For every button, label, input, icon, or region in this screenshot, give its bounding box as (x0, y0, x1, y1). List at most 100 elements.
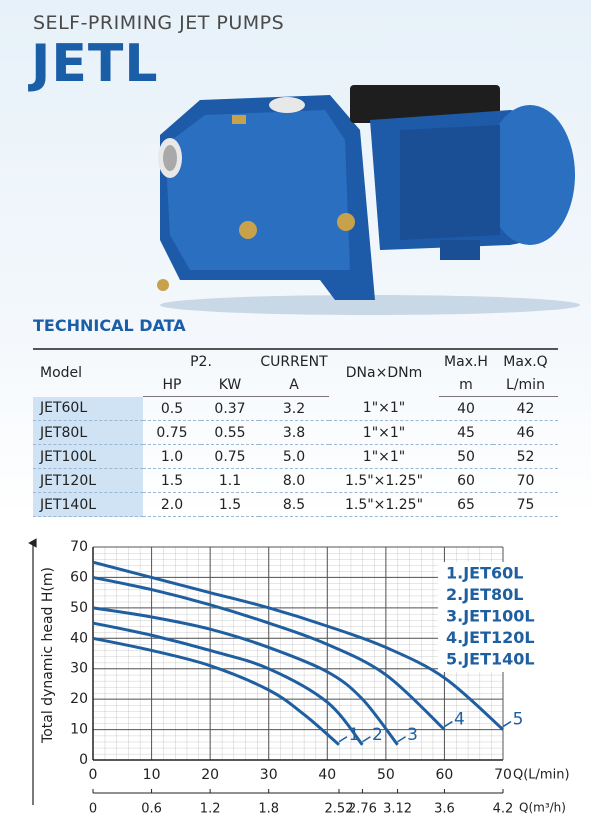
data-cell: 5.0 (259, 444, 329, 469)
curve-leader (362, 736, 371, 743)
legend-entry: 1.JET60L (446, 564, 523, 583)
x-tick-label: 40 (318, 767, 336, 783)
data-cell: 0.75 (143, 420, 201, 445)
data-cell: 1"×1" (329, 420, 439, 445)
header-cell: DNa×DNm (345, 365, 423, 382)
data-cell: 42 (493, 396, 558, 421)
pump-curve (92, 560, 504, 731)
data-cell: 3.8 (259, 420, 329, 445)
model-cell: JET60L (33, 396, 143, 421)
x2-tick-label: 2.76 (348, 802, 377, 817)
x2-tick-label: 1.2 (200, 802, 221, 817)
data-cell: 45 (439, 420, 493, 445)
header-cell: Max.Q (503, 353, 548, 370)
data-cell: 40 (439, 396, 493, 421)
y-tick-label: 30 (70, 661, 88, 677)
data-cell: 1"×1" (329, 444, 439, 469)
curve-label: 3 (407, 725, 418, 745)
y-axis-label: Total dynamic head H(m) (40, 567, 56, 744)
model-cell: JET80L (33, 420, 143, 445)
pump-curve (92, 606, 399, 746)
header-cell: Model (40, 365, 83, 382)
x2-tick-label: 1.8 (258, 802, 279, 817)
data-cell: 70 (493, 468, 558, 493)
pump-curve (92, 636, 340, 746)
data-cell: 52 (493, 444, 558, 469)
data-cell: 1"×1" (329, 396, 439, 421)
header-cell: m (439, 373, 493, 397)
pump-image (157, 85, 580, 315)
data-cell: 0.5 (143, 396, 201, 421)
data-cell: 0.37 (201, 396, 259, 421)
x2-tick-label: 2.52 (325, 802, 354, 817)
header-cell: P2. (190, 353, 212, 370)
x-tick-label: 10 (143, 767, 161, 783)
x-axis-label: Q(L/min) (513, 768, 570, 783)
legend-entry: 2.JET80L (446, 585, 523, 604)
data-row: JET80L 0.75 0.55 3.8 1"×1" 45 46 (33, 420, 558, 445)
model-cell: JET100L (33, 444, 143, 469)
x-tick-label: 0 (89, 767, 98, 783)
pump-curve (92, 621, 364, 746)
subtitle: SELF-PRIMING JET PUMPS (33, 12, 285, 34)
data-row: JET100L 1.0 0.75 5.0 1"×1" 50 52 (33, 444, 558, 469)
legend-entry: 5.JET140L (446, 650, 535, 669)
y-tick-label: 0 (79, 752, 88, 768)
chart: Total dynamic head H(m) Q(L/min) Q(m³/h)… (28, 538, 570, 817)
header-cell: Max.H (444, 353, 488, 370)
curve-label: 4 (454, 710, 465, 730)
curve-label: 5 (513, 710, 524, 730)
x-tick-label: 50 (377, 767, 395, 783)
y-tick-label: 60 (70, 569, 88, 585)
data-cell: 60 (439, 468, 493, 493)
y-tick-label: 50 (70, 600, 88, 616)
data-cell: 1.5"×1.25" (329, 468, 439, 493)
data-cell: 1.1 (201, 468, 259, 493)
data-cell: 0.75 (201, 444, 259, 469)
header-cell: KW (201, 373, 259, 397)
curve-leader (338, 736, 348, 743)
data-cell: 8.0 (259, 468, 329, 493)
x-tick-label: 60 (436, 767, 454, 783)
x2-tick-label: 4.2 (493, 802, 514, 817)
data-cell: 1.0 (143, 444, 201, 469)
curve-leader (397, 736, 406, 743)
legend-box (438, 562, 540, 672)
data-cell: 75 (493, 492, 558, 517)
data-cell: 50 (439, 444, 493, 469)
data-row: JET60L 0.5 0.37 3.2 1"×1" 40 42 (33, 396, 558, 421)
pump-curve (92, 575, 446, 731)
header-cell: A (259, 373, 329, 397)
data-cell: 2.0 (143, 492, 201, 517)
y-tick-label: 70 (70, 539, 88, 555)
header-cell: HP (143, 373, 201, 397)
data-cell: 0.55 (201, 420, 259, 445)
x-tick-label: 70 (494, 767, 512, 783)
model-cell: JET120L (33, 468, 143, 493)
x2-axis-label: Q(m³/h) (519, 801, 566, 815)
legend-entry: 4.JET120L (446, 628, 535, 647)
x-tick-label: 30 (260, 767, 278, 783)
section-heading: TECHNICAL DATA (33, 316, 186, 335)
data-cell: 3.2 (259, 396, 329, 421)
legend-entry: 3.JET100L (446, 607, 535, 626)
data-cell: 8.5 (259, 492, 329, 517)
curve-label: 2 (372, 725, 383, 745)
y-tick-label: 40 (70, 630, 88, 646)
model-cell: JET140L (33, 492, 143, 517)
curve-leader (502, 720, 512, 728)
data-cell: 46 (493, 420, 558, 445)
curve-leader (444, 720, 453, 728)
header-cell: L/min (493, 373, 558, 397)
x2-tick-label: 0.6 (141, 802, 162, 817)
data-cell: 1.5"×1.25" (329, 492, 439, 517)
x2-tick-label: 0 (89, 802, 97, 817)
title: JETL (31, 34, 159, 94)
x2-tick-label: 3.12 (383, 802, 412, 817)
header-cell: CURRENT (260, 353, 328, 370)
x2-tick-label: 3.6 (434, 802, 455, 817)
data-cell: 1.5 (143, 468, 201, 493)
